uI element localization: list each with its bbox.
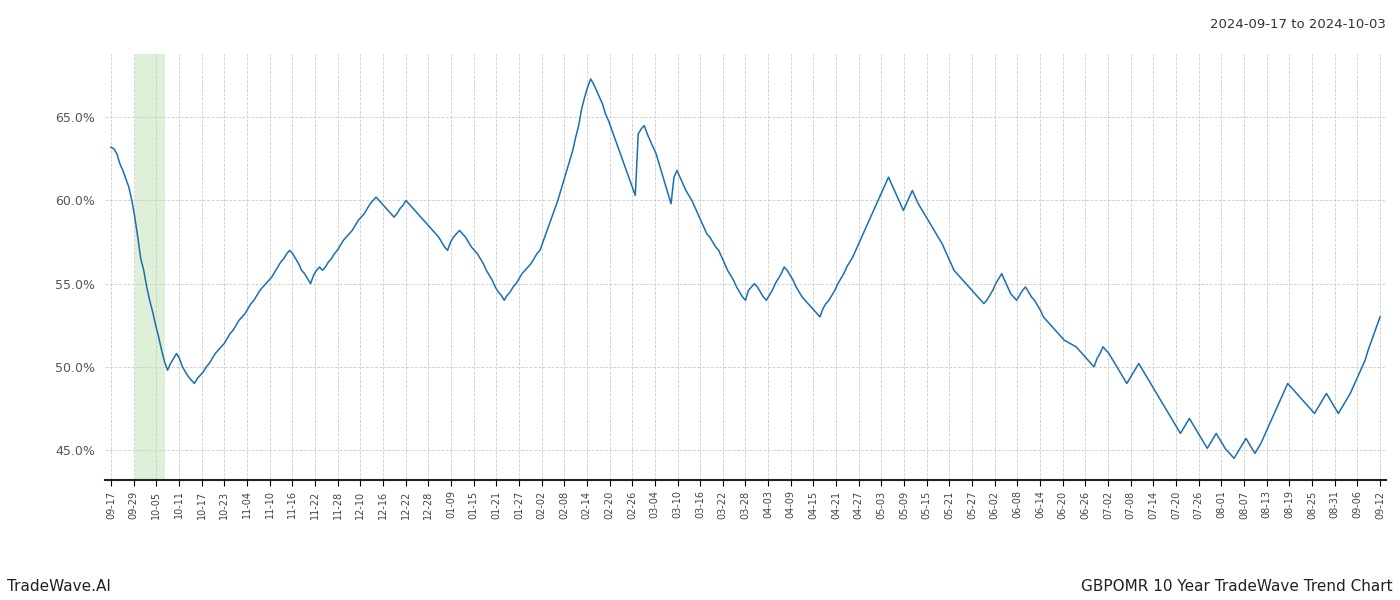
Bar xyxy=(134,54,165,480)
Text: TradeWave.AI: TradeWave.AI xyxy=(7,579,111,594)
Text: 2024-09-17 to 2024-10-03: 2024-09-17 to 2024-10-03 xyxy=(1210,18,1386,31)
Text: GBPOMR 10 Year TradeWave Trend Chart: GBPOMR 10 Year TradeWave Trend Chart xyxy=(1081,579,1393,594)
